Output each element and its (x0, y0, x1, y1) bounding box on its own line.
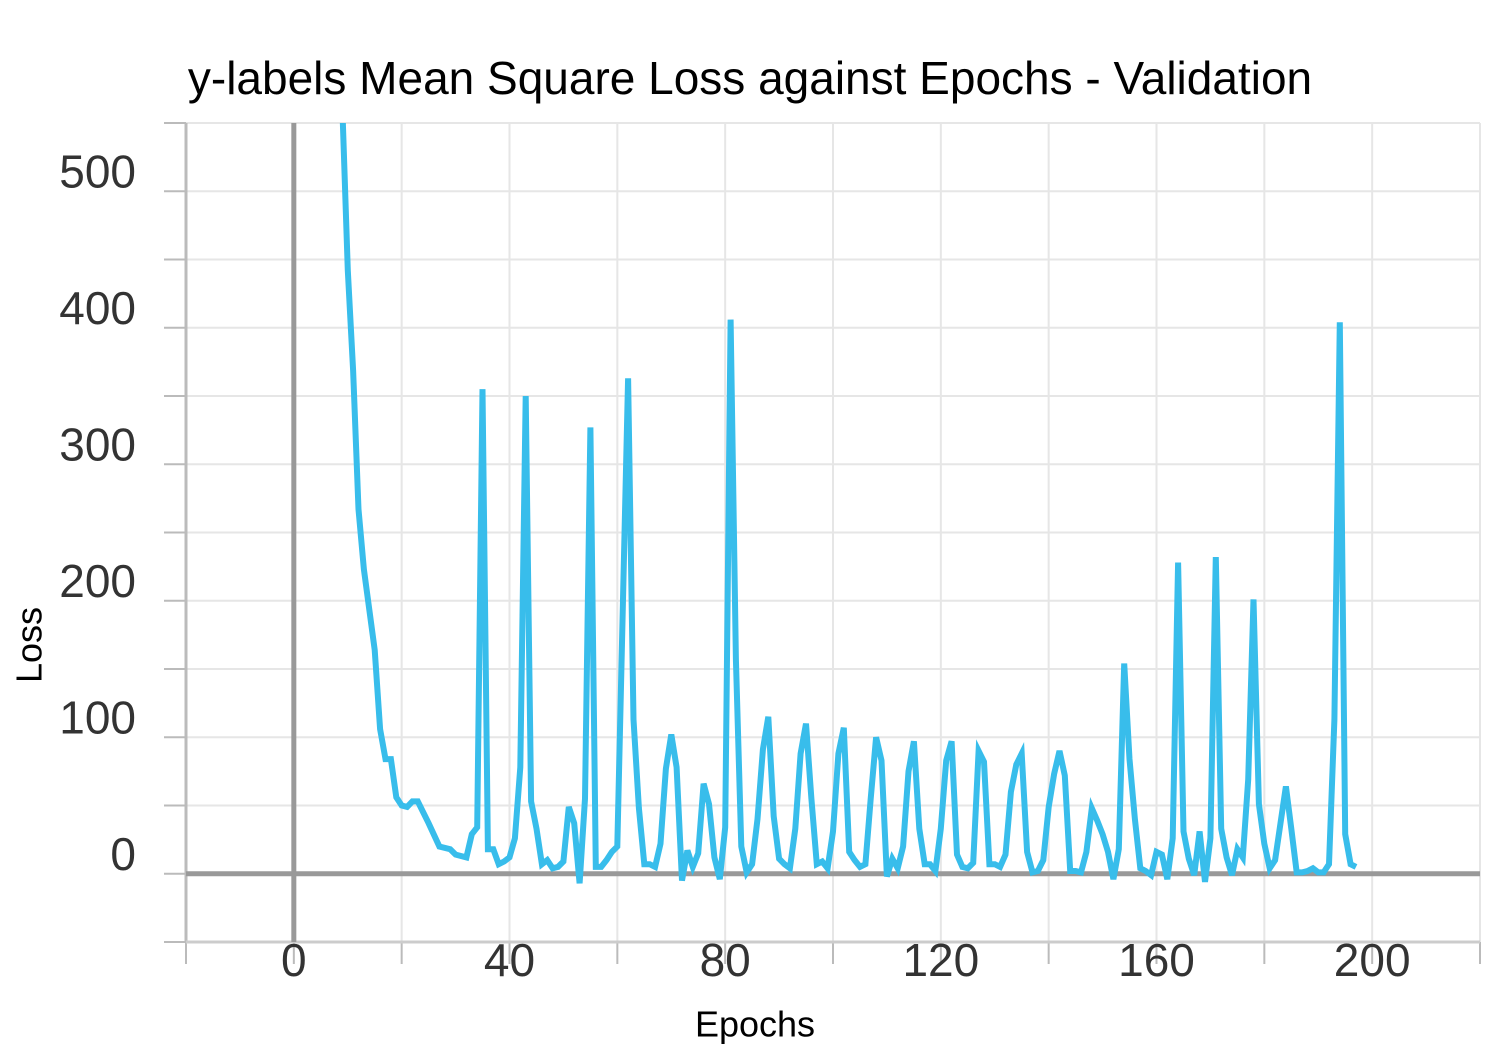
x-axis-label: Epochs (695, 1004, 815, 1045)
y-tick-label: 500 (59, 145, 136, 197)
data-line (339, 123, 1358, 884)
y-tick-label: 100 (59, 691, 136, 743)
y-tick-label: 200 (59, 555, 136, 607)
y-axis-label: Loss (9, 607, 50, 683)
y-tick-label: 0 (110, 828, 136, 880)
y-tick-label: 300 (59, 418, 136, 470)
chart-title: y-labels Mean Square Loss against Epochs… (188, 52, 1312, 104)
y-tick-label: 400 (59, 282, 136, 334)
